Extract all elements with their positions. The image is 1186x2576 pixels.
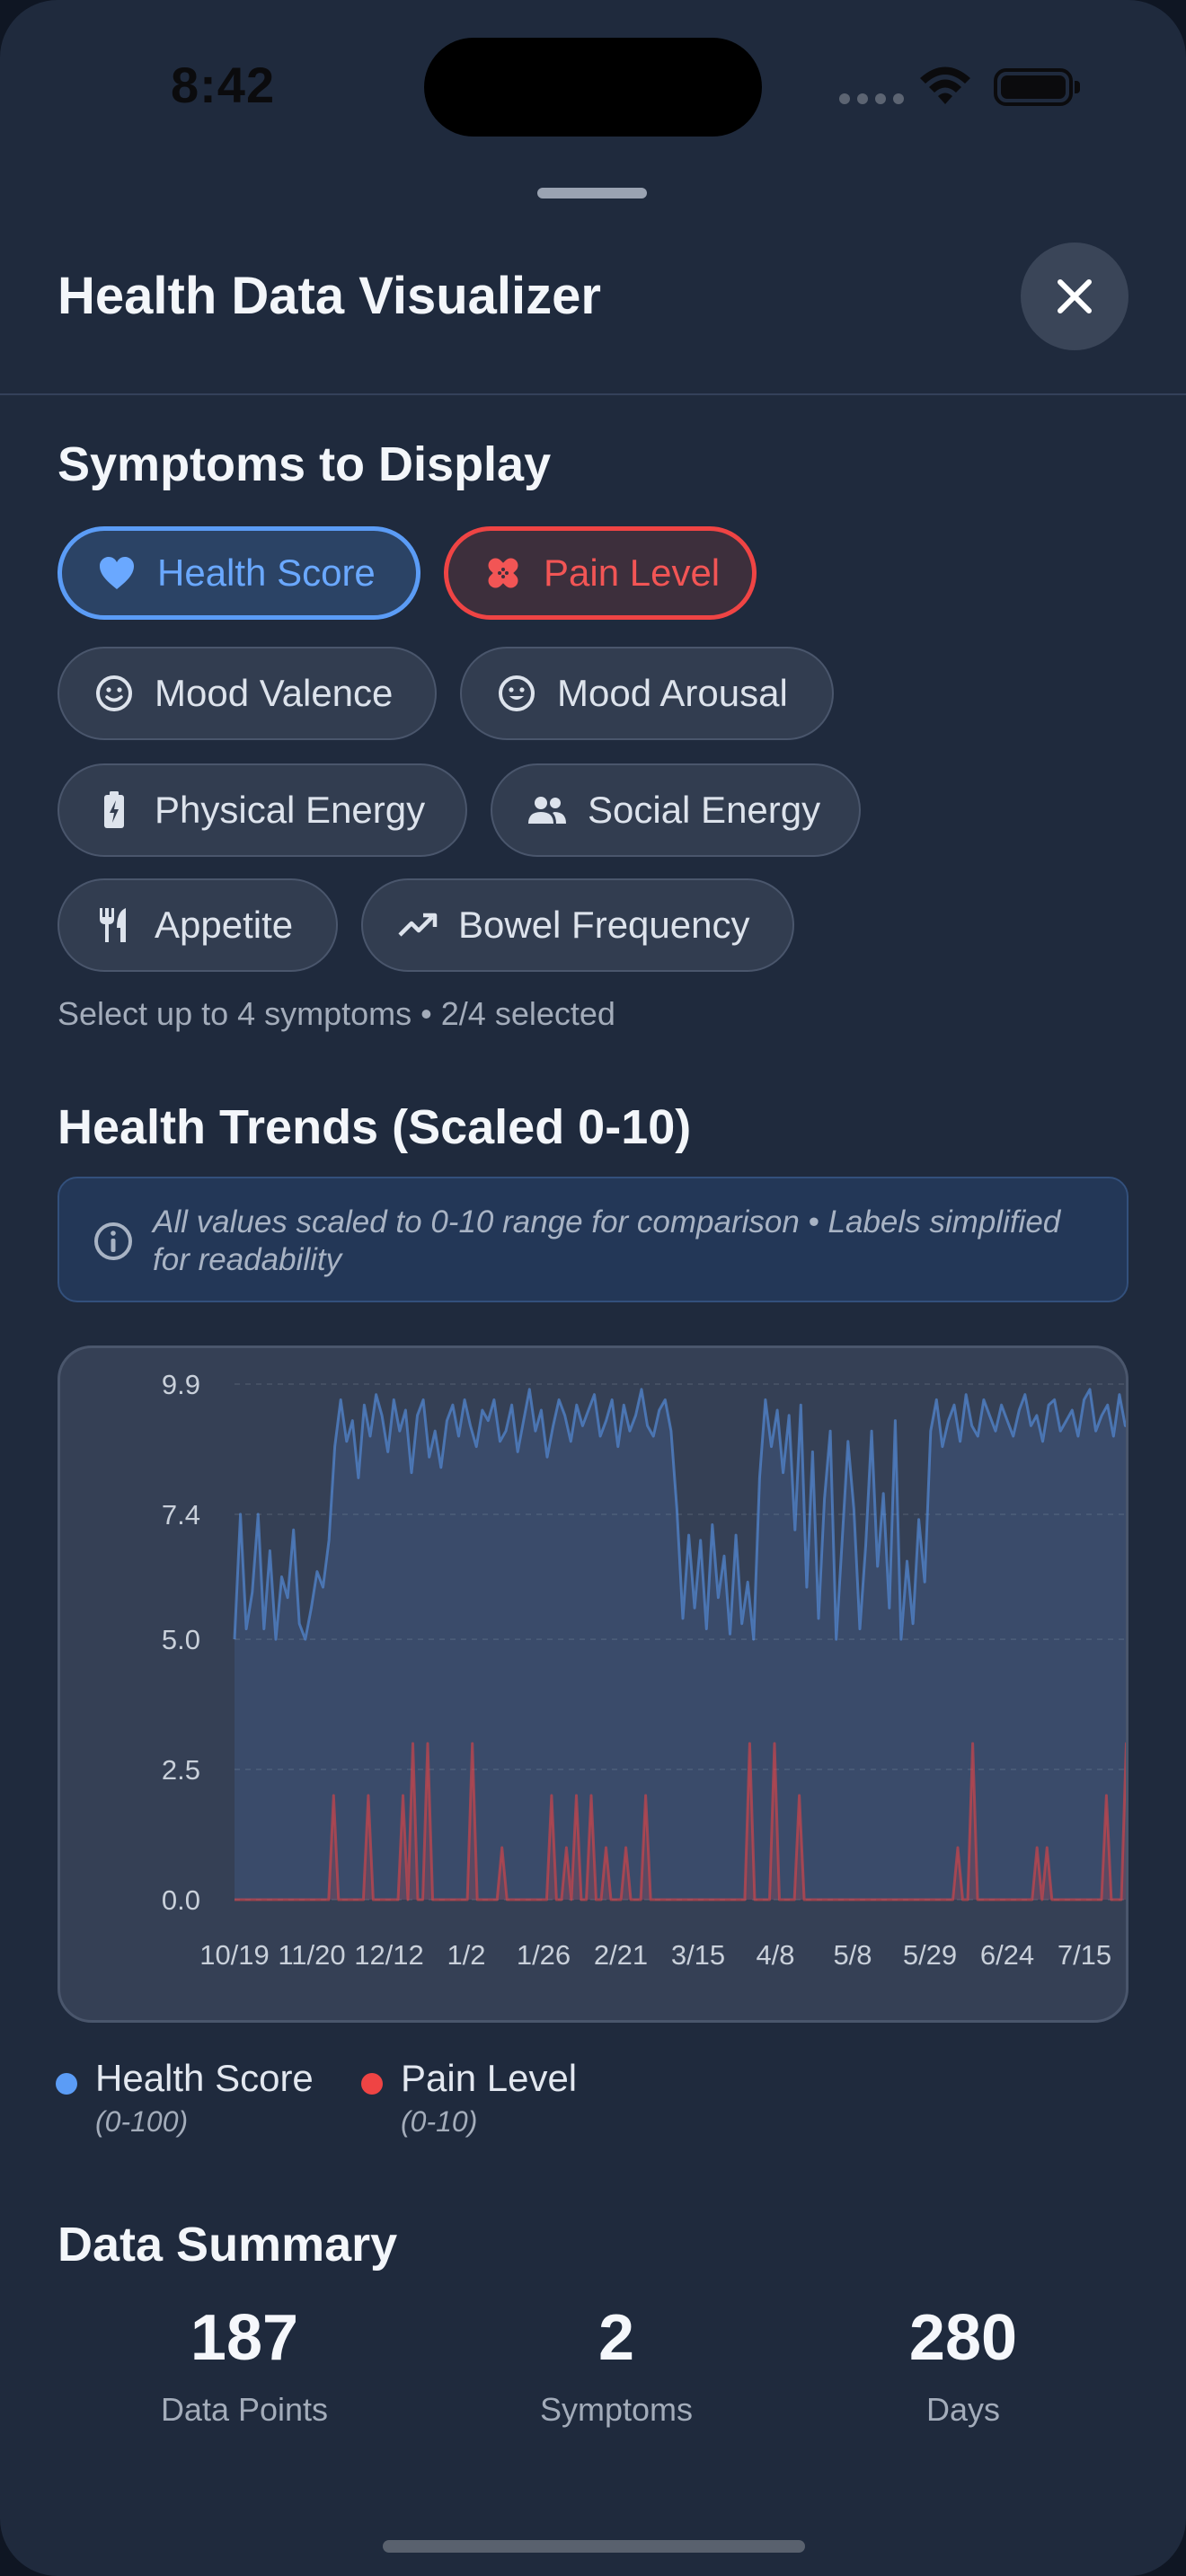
x-tick-label: 12/12	[354, 1939, 424, 1971]
y-tick-label: 0.0	[162, 1884, 200, 1916]
stat-value: 280	[908, 2302, 1018, 2374]
legend-swatch	[56, 2073, 77, 2095]
x-tick-label: 2/21	[594, 1939, 648, 1971]
legend-series-range: (0-100)	[95, 2105, 189, 2138]
battery-charging-icon	[93, 790, 135, 831]
x-tick-label: 1/2	[447, 1939, 485, 1971]
status-time: 8:42	[171, 57, 276, 113]
series-area-1	[235, 1743, 1126, 1900]
battery-icon	[994, 68, 1080, 106]
x-tick-label: 11/20	[278, 1939, 345, 1971]
x-tick-label: 5/29	[903, 1939, 957, 1971]
heart-icon	[96, 552, 137, 594]
sheet-title: Health Data Visualizer	[58, 267, 601, 325]
stat-value: 2	[597, 2302, 635, 2374]
legend-swatch	[361, 2073, 383, 2095]
people-icon	[527, 790, 568, 831]
x-tick-label: 4/8	[756, 1939, 794, 1971]
chip-label: Mood Valence	[155, 672, 394, 714]
legend-pain-level: Pain Level (0-10)	[361, 2057, 577, 2139]
x-tick-label: 5/8	[833, 1939, 872, 1971]
chip-label: Mood Arousal	[557, 672, 788, 714]
legend-series-range: (0-10)	[401, 2105, 478, 2138]
y-tick-label: 7.4	[162, 1499, 200, 1531]
chip-health-score[interactable]: Health Score	[58, 526, 420, 620]
info-text: All values scaled to 0-10 range for comp…	[153, 1204, 1127, 1279]
wifi-icon	[920, 66, 970, 104]
chip-pain-level[interactable]: Pain Level	[444, 526, 757, 620]
summary-section-title: Data Summary	[58, 2218, 398, 2272]
legend-series-name: Pain Level	[401, 2057, 578, 2099]
stat-label: Data Points	[160, 2391, 329, 2428]
health-score-line	[233, 1388, 1126, 1641]
legend-text: Health Score (0-100)	[95, 2057, 314, 2139]
chip-mood-valence[interactable]: Mood Valence	[58, 647, 437, 740]
selection-helper-text: Select up to 4 symptoms • 2/4 selected	[58, 995, 615, 1032]
trend-chart-svg: 9.9 7.4 5.0 2.5 0.0 10/19 11/20 12/12 1/2 1/26 2/…	[162, 1369, 1126, 1971]
info-line-2: for readability	[153, 1242, 342, 1277]
info-banner: All values scaled to 0-10 range for comp…	[58, 1177, 1128, 1302]
chip-label: Social Energy	[588, 789, 821, 831]
header-divider	[0, 393, 1186, 395]
close-button[interactable]	[1021, 243, 1128, 350]
utensils-icon	[93, 904, 135, 946]
close-icon	[1058, 279, 1092, 313]
chip-social-energy[interactable]: Social Energy	[491, 763, 861, 857]
trend-chart: 9.9 7.4 5.0 2.5 0.0 10/19 11/20 12/12 1/2 1/26 2/…	[58, 1345, 1128, 2023]
x-tick-label: 3/15	[671, 1939, 725, 1971]
chip-mood-arousal[interactable]: Mood Arousal	[460, 647, 834, 740]
chip-label: Appetite	[155, 904, 294, 946]
chip-bowel-frequency[interactable]: Bowel Frequency	[361, 878, 794, 972]
x-tick-label: 7/15	[1058, 1939, 1111, 1971]
stat-value: 187	[190, 2302, 299, 2374]
chip-label: Physical Energy	[155, 789, 426, 831]
bandage-icon	[482, 552, 524, 594]
chip-label: Health Score	[157, 551, 376, 594]
chip-label: Pain Level	[544, 551, 721, 594]
trends-section-title: Health Trends (Scaled 0-10)	[58, 1100, 692, 1154]
info-icon	[94, 1222, 132, 1260]
legend-text: Pain Level (0-10)	[401, 2057, 577, 2139]
pain-level-line	[235, 1742, 1126, 1901]
y-tick-label: 9.9	[162, 1369, 200, 1400]
x-tick-label: 10/19	[199, 1939, 270, 1971]
x-tick-label: 6/24	[980, 1939, 1034, 1971]
dynamic-island	[424, 38, 762, 137]
legend-health-score: Health Score (0-100)	[56, 2057, 314, 2139]
cellular-signal-icon	[839, 93, 904, 104]
status-bar: 8:42	[0, 0, 1186, 171]
symptoms-section-title: Symptoms to Display	[58, 437, 552, 491]
stat-label: Symptoms	[539, 2391, 694, 2428]
series-area-0	[235, 1389, 1126, 1900]
stat-data-points: 187 Data Points	[110, 2301, 379, 2429]
info-line-1: All values scaled to 0-10 range for comp…	[153, 1204, 1061, 1239]
x-tick-label: 1/26	[517, 1939, 571, 1971]
sheet-grabber[interactable]	[537, 188, 647, 198]
trend-up-icon	[397, 904, 438, 946]
stat-symptoms: 2 Symptoms	[482, 2301, 751, 2429]
chip-appetite[interactable]: Appetite	[58, 878, 338, 972]
y-tick-label: 2.5	[162, 1754, 200, 1786]
chip-physical-energy[interactable]: Physical Energy	[58, 763, 467, 857]
chip-label: Bowel Frequency	[458, 904, 750, 946]
stat-days: 280 Days	[828, 2301, 1098, 2429]
smiley-icon	[93, 673, 135, 714]
smiley-icon	[496, 673, 537, 714]
stat-label: Days	[925, 2391, 1001, 2428]
home-indicator[interactable]	[383, 2540, 805, 2553]
legend-series-name: Health Score	[95, 2057, 314, 2099]
y-tick-label: 5.0	[162, 1624, 200, 1655]
